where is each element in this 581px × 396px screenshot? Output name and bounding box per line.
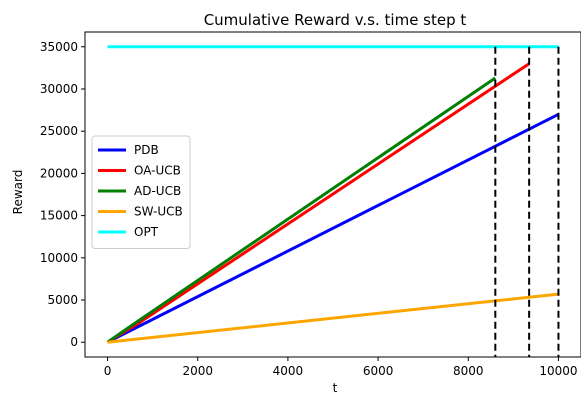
x-tick-label: 2000 — [182, 364, 213, 378]
y-tick-label: 10000 — [40, 251, 78, 265]
y-tick-label: 5000 — [47, 293, 78, 307]
y-axis-label: Reward — [11, 170, 25, 215]
x-tick-label: 8000 — [453, 364, 484, 378]
y-tick-label: 35000 — [40, 40, 78, 54]
legend: PDB OA-UCB AD-UCB SW-UCB OPT — [91, 135, 191, 249]
series-line-sw-ucb — [107, 292, 559, 344]
chart-title: Cumulative Reward v.s. time step t — [204, 11, 467, 29]
plot-area — [106, 45, 560, 357]
series-line-ad-ucb — [106, 76, 497, 344]
y-axis: 0 5000 10000 15000 20000 25000 30000 35000 — [40, 40, 85, 349]
legend-label: OA-UCB — [134, 164, 181, 178]
x-axis: 0 2000 4000 6000 8000 10000 — [104, 357, 578, 378]
y-tick-label: 20000 — [40, 166, 78, 180]
y-tick-label: 25000 — [40, 124, 78, 138]
x-tick-label: 10000 — [539, 364, 577, 378]
x-tick-label: 4000 — [273, 364, 304, 378]
legend-label: SW-UCB — [134, 205, 183, 219]
legend-box — [91, 135, 191, 249]
y-tick-label: 0 — [70, 335, 78, 349]
x-tick-label: 0 — [104, 364, 112, 378]
y-tick-label: 30000 — [40, 82, 78, 96]
x-axis-label: t — [333, 381, 338, 395]
y-tick-label: 15000 — [40, 209, 78, 223]
plot-frame — [84, 31, 581, 358]
legend-label: PDB — [134, 143, 159, 157]
legend-label: OPT — [134, 225, 159, 239]
x-tick-label: 6000 — [363, 364, 394, 378]
series-line-pdb — [106, 112, 560, 344]
legend-label: AD-UCB — [134, 184, 181, 198]
